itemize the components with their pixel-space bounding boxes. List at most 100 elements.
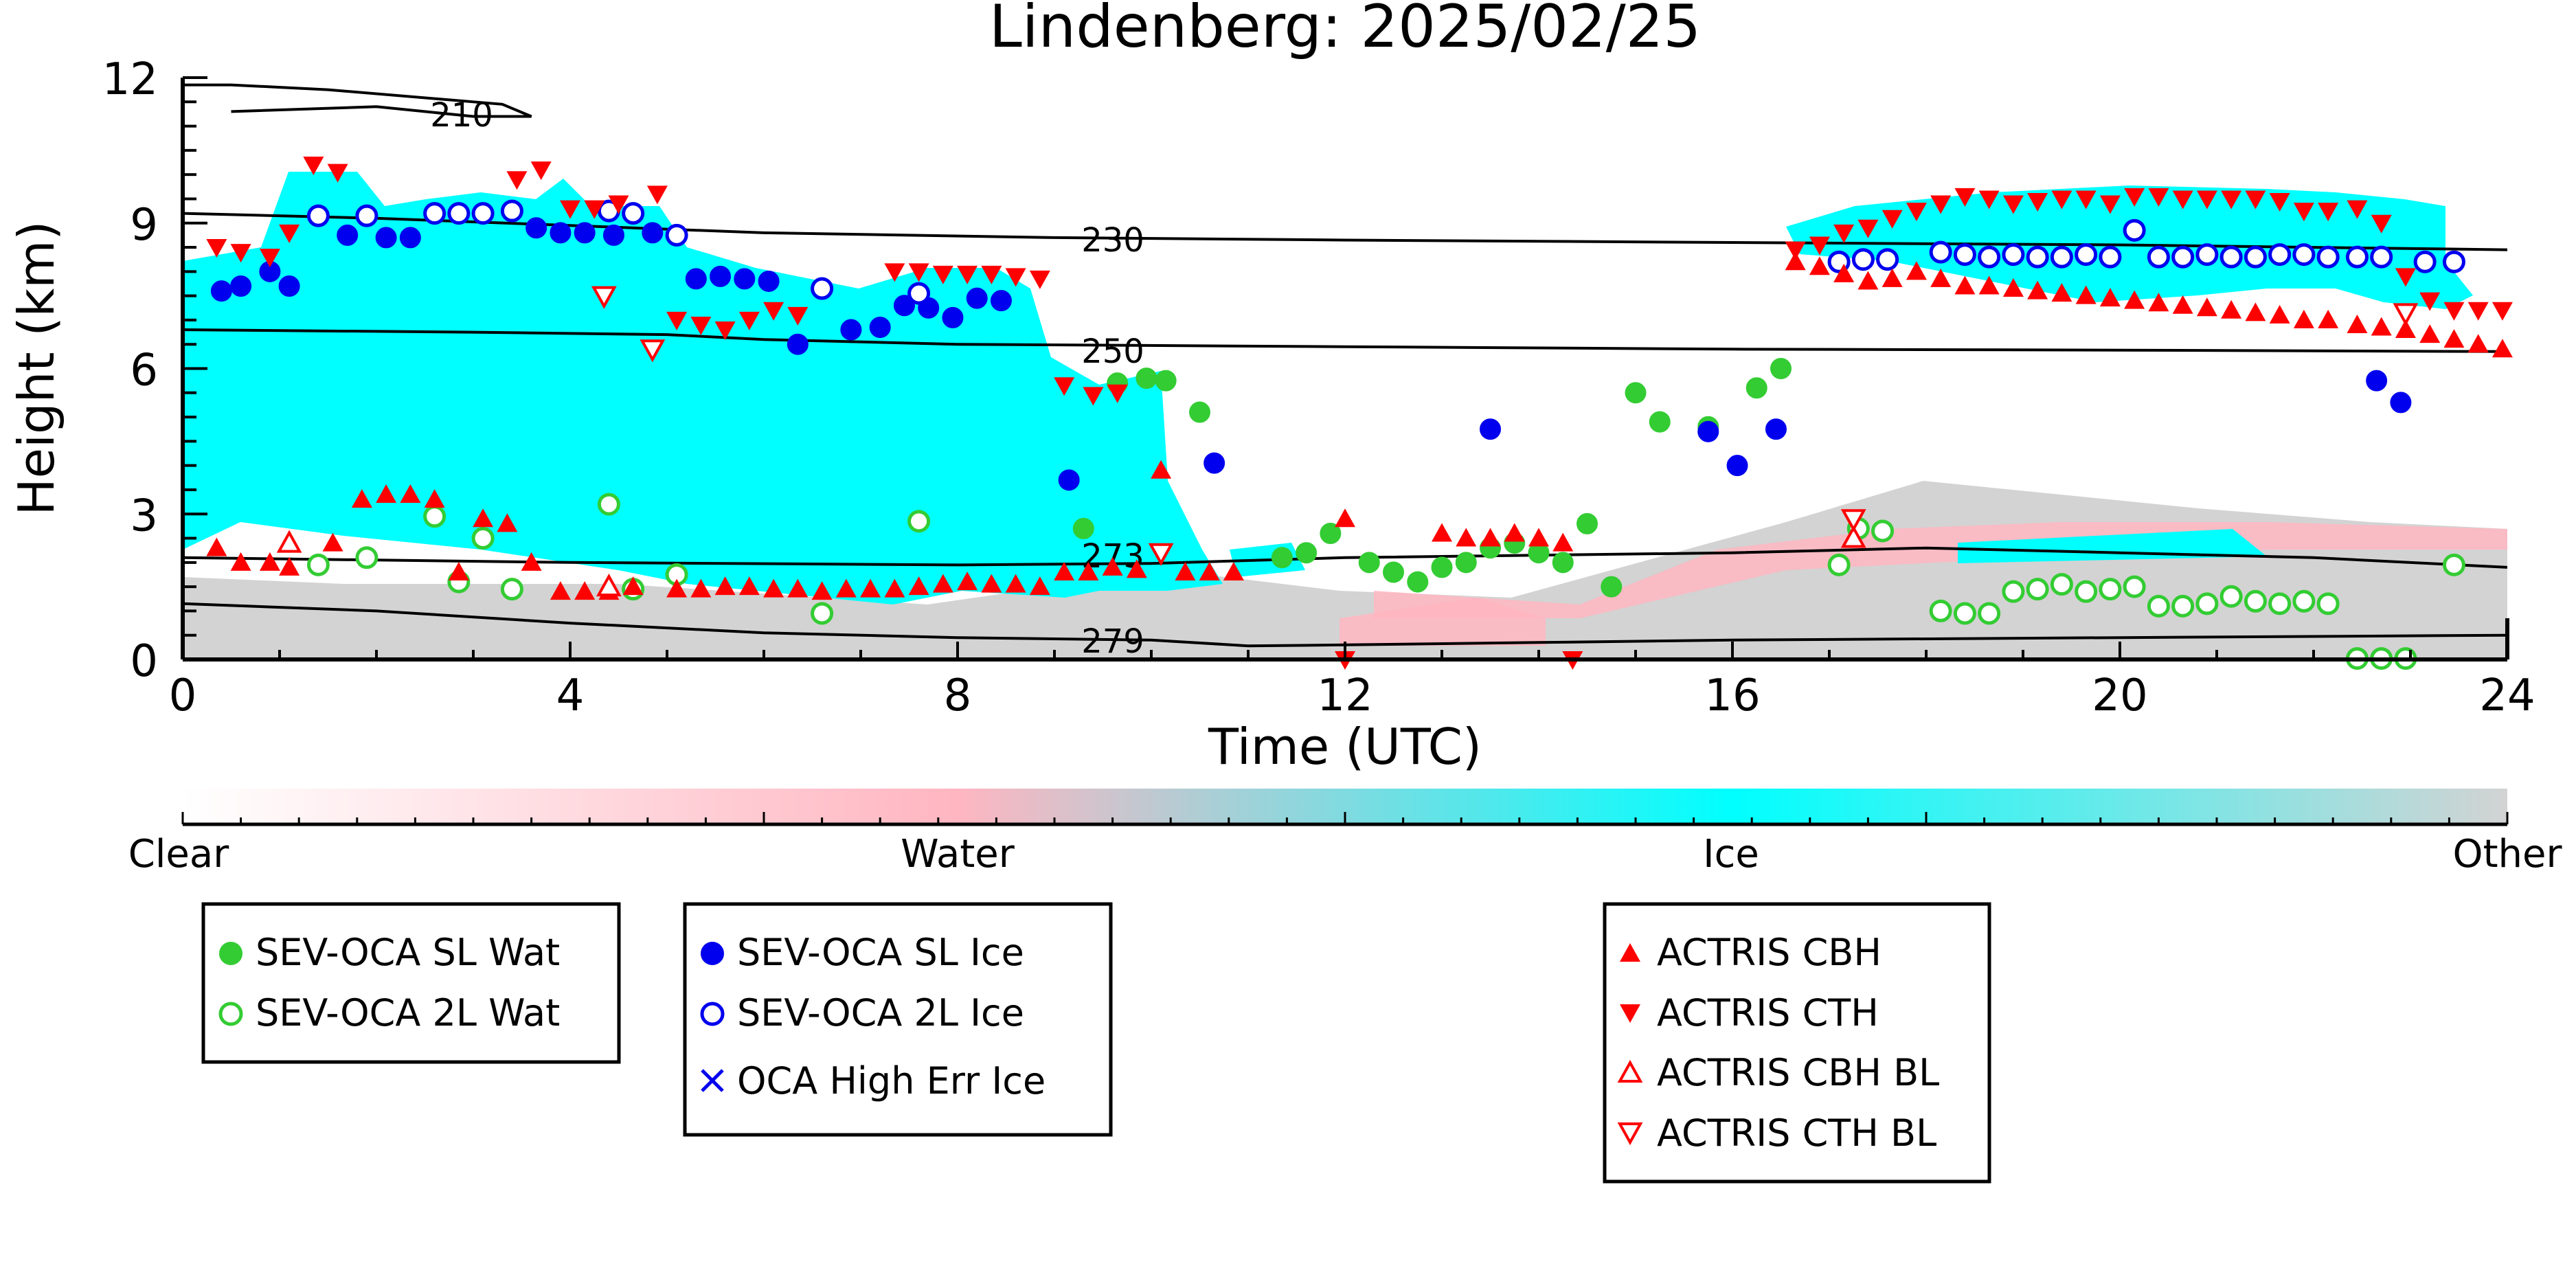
data-point [506, 171, 528, 190]
data-point [2026, 245, 2049, 269]
data-point [210, 280, 232, 302]
data-point [1102, 556, 1123, 576]
x-tick-label: 8 [944, 670, 972, 721]
data-point [942, 306, 964, 328]
data-point [1480, 528, 1501, 547]
data-point [423, 505, 447, 528]
data-point [1601, 576, 1623, 598]
data-point [279, 556, 300, 576]
data-point [1930, 195, 1952, 214]
data-point [1649, 411, 1671, 433]
data-point [1726, 455, 1748, 477]
data-point [2244, 589, 2267, 613]
legend-cth-bl-marker [1617, 1122, 1643, 1146]
data-point [1029, 576, 1050, 596]
data-point [2196, 297, 2217, 317]
data-point [530, 161, 552, 181]
data-point [2395, 319, 2416, 339]
data-point [2245, 302, 2266, 321]
data-point [2219, 585, 2243, 608]
contour-label-230: 230 [1081, 221, 1144, 260]
data-point [2002, 278, 2024, 297]
data-point [758, 270, 780, 292]
data-point [1456, 528, 1477, 547]
y-tick-label: 3 [130, 490, 158, 541]
data-point [1840, 525, 1866, 548]
data-point [2467, 302, 2489, 321]
data-point [1271, 547, 1293, 569]
data-point [1204, 452, 1225, 474]
data-point [1809, 256, 1830, 275]
data-point [1906, 261, 1927, 280]
legend-2l-wat-marker [218, 1002, 243, 1026]
data-point [860, 578, 881, 598]
legend-cbh-marker [1620, 943, 1640, 962]
data-point [1432, 523, 1452, 542]
data-point [1383, 561, 1404, 583]
data-point [2318, 309, 2339, 328]
data-point [2124, 188, 2145, 207]
data-point [1199, 561, 1220, 580]
data-point [957, 265, 978, 284]
data-point [1431, 556, 1453, 578]
series-actris-cbh-bl [276, 525, 1866, 597]
data-point [2244, 245, 2267, 269]
data-point [1851, 248, 1875, 271]
data-point [2123, 218, 2146, 242]
data-point [1857, 219, 1879, 238]
data-point [2221, 190, 2242, 210]
data-point [279, 224, 300, 243]
data-point [932, 265, 953, 284]
data-point [1827, 553, 1851, 576]
data-point [1126, 559, 1147, 578]
data-point [2467, 334, 2489, 353]
data-point [526, 217, 547, 239]
data-point [884, 578, 905, 598]
data-point [2413, 250, 2437, 273]
data-point [1480, 418, 1501, 440]
data-point [787, 578, 809, 598]
data-point [2124, 290, 2145, 309]
data-point [1906, 203, 1927, 222]
data-point [2147, 594, 2170, 618]
data-point [1005, 574, 1026, 593]
data-point [1136, 368, 1157, 389]
data-point [355, 546, 379, 569]
data-point [1809, 236, 1830, 256]
data-point [591, 286, 617, 309]
data-point [908, 263, 929, 282]
contour-250 [183, 328, 2507, 353]
data-point [2347, 314, 2368, 333]
data-point [2419, 324, 2441, 343]
data-point [1978, 245, 2001, 269]
x-tick-label: 0 [169, 670, 197, 721]
data-point [1577, 512, 1598, 534]
data-point [2099, 288, 2121, 307]
data-point [2345, 245, 2369, 269]
ice-region-left [183, 172, 1223, 605]
data-point [473, 508, 494, 528]
data-point [2492, 339, 2513, 358]
data-point [665, 223, 688, 247]
data-point [811, 277, 834, 300]
data-point [1175, 561, 1196, 580]
data-point [714, 576, 736, 596]
data-point [2443, 302, 2465, 321]
x-tick-label: 16 [1704, 670, 1760, 721]
data-point [2196, 190, 2217, 210]
data-point [2075, 580, 2098, 603]
legend-cth-label: ACTRIS CTH [1657, 991, 1879, 1035]
data-point [2195, 243, 2219, 267]
data-point [1005, 268, 1026, 287]
legend-sl-ice-label: SEV-OCA SL Ice [737, 931, 1024, 974]
data-point [710, 265, 732, 287]
axes: 0 4 8 12 16 20 24 0 3 6 9 12 [102, 54, 2535, 721]
y-axis-label: Height (km) [8, 221, 65, 516]
y-ticks: 0 3 6 9 12 [102, 54, 207, 687]
data-point [666, 578, 688, 598]
data-point [2370, 245, 2393, 269]
data-point [734, 268, 756, 290]
data-point [2195, 592, 2219, 615]
data-point [787, 306, 809, 326]
data-point [2395, 268, 2416, 287]
